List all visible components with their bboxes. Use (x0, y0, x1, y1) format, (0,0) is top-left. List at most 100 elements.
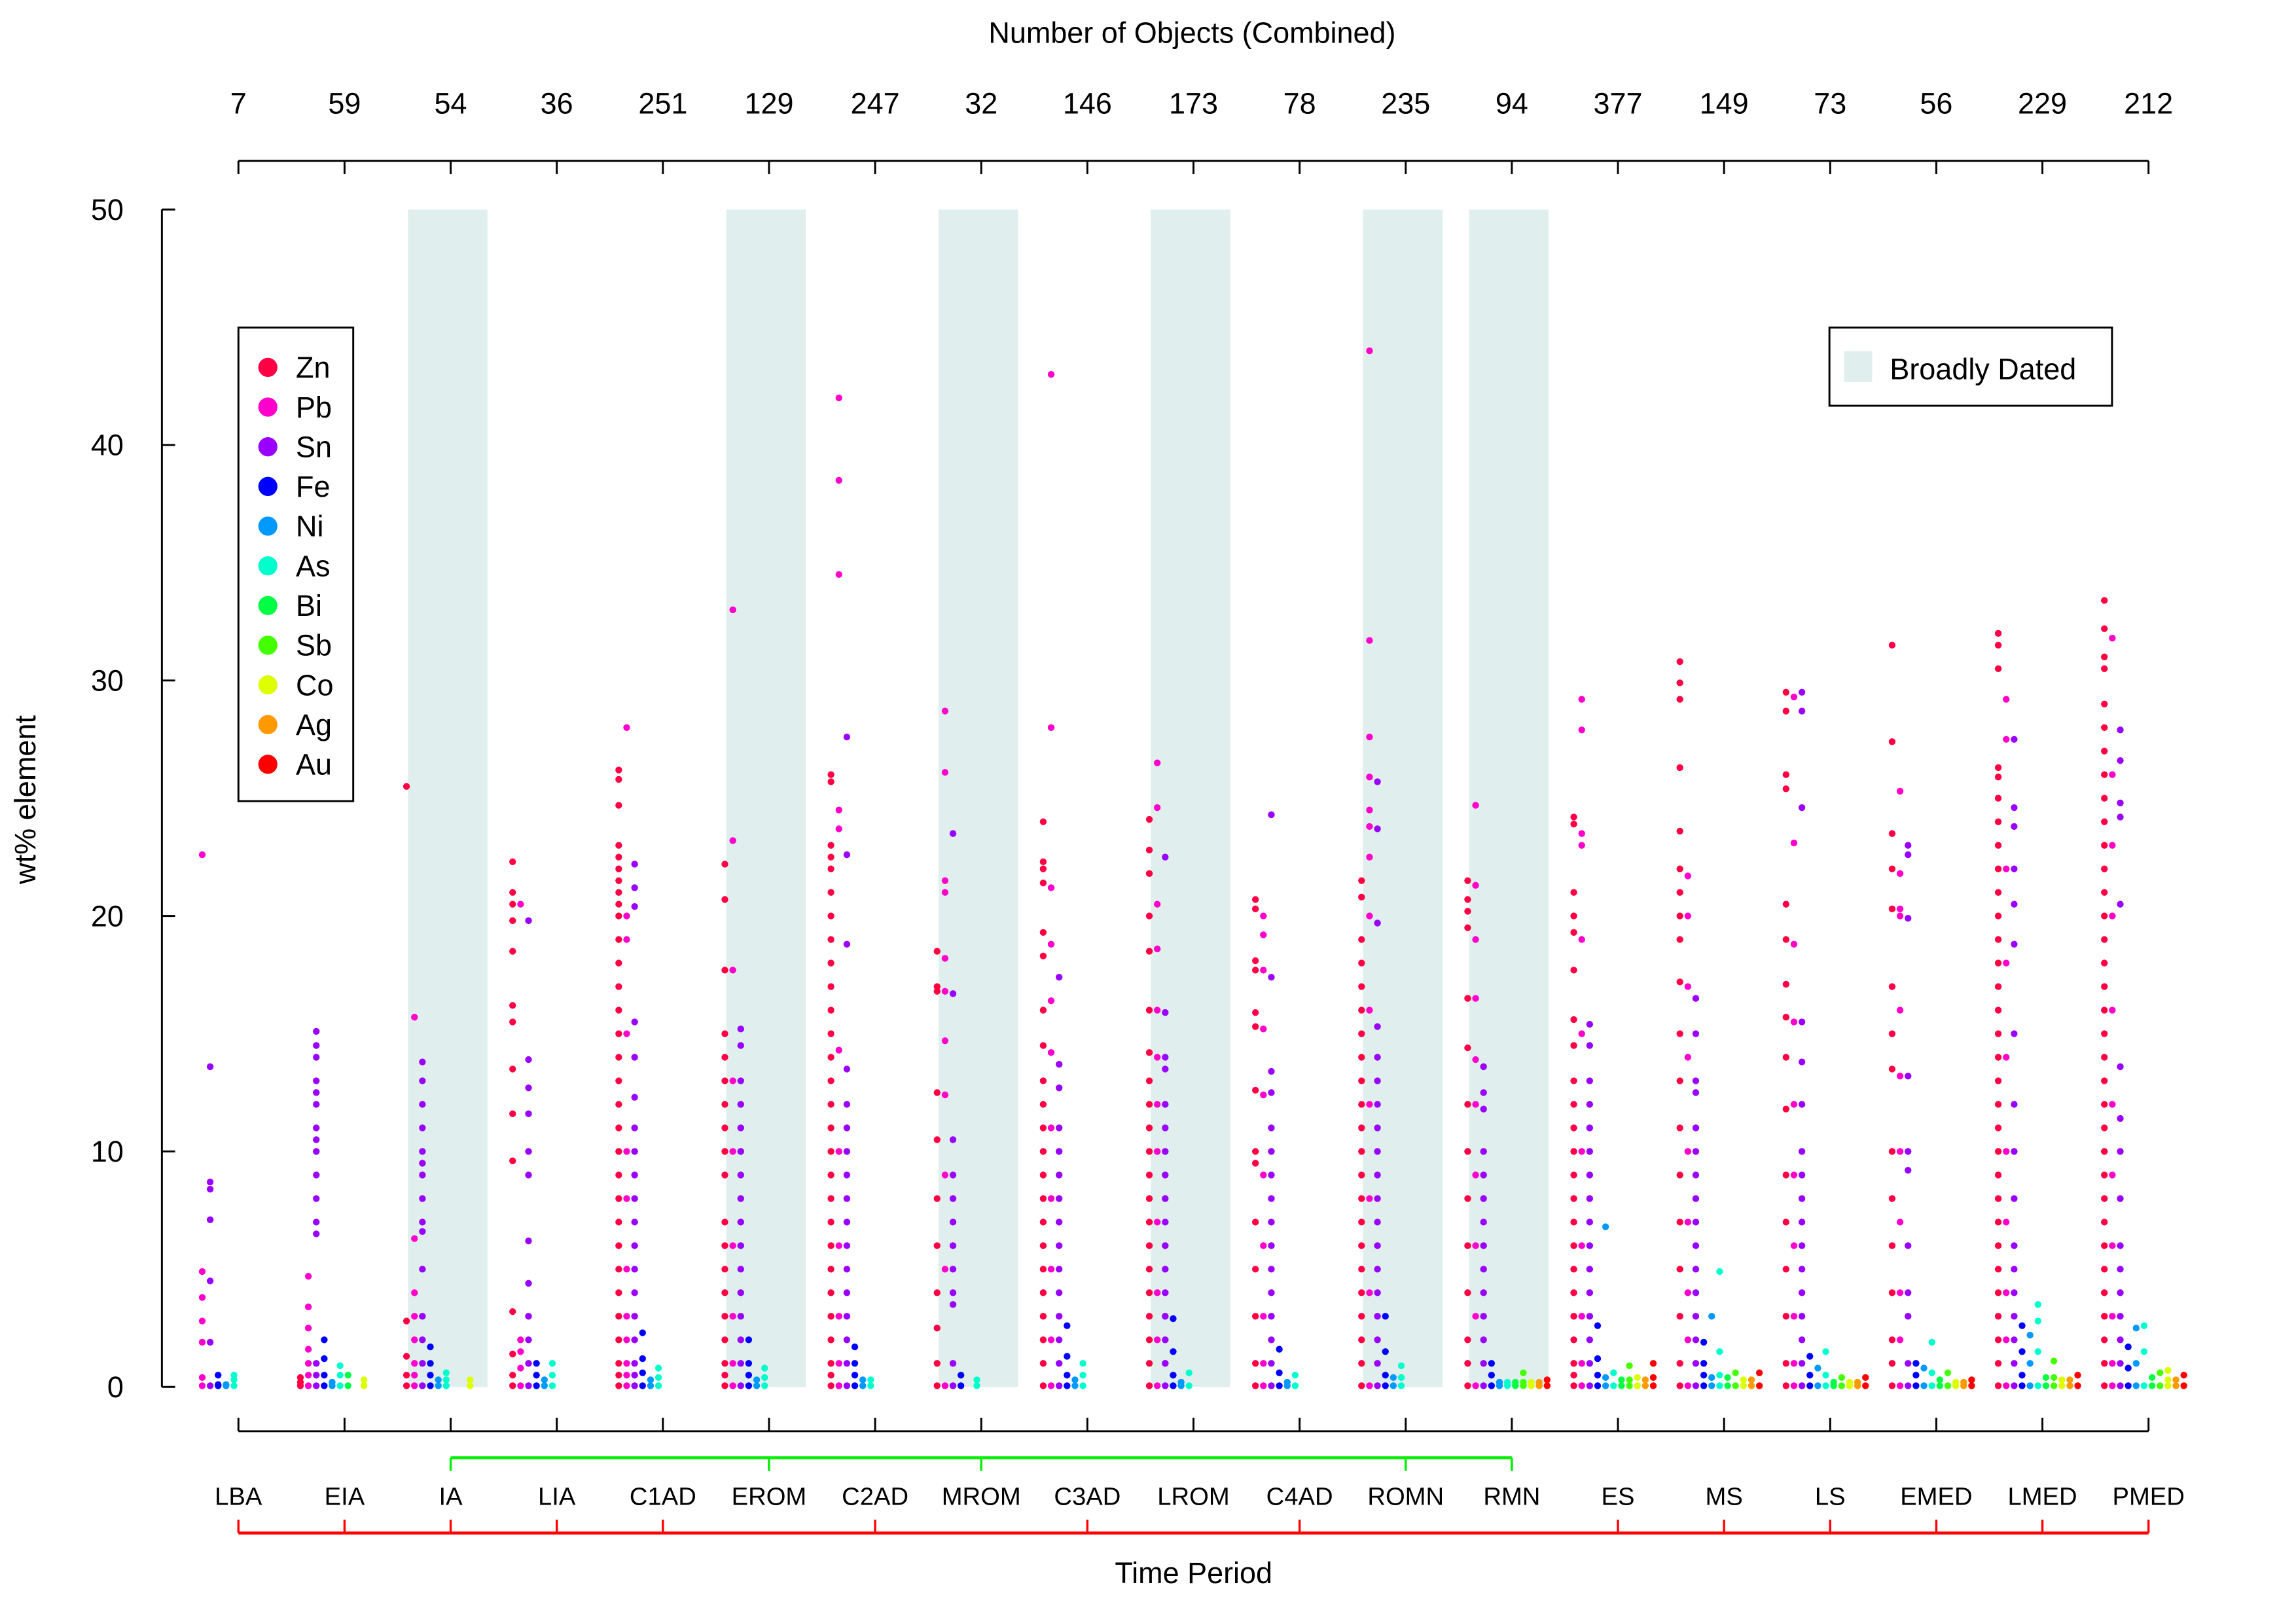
data-point-fe (1488, 1372, 1496, 1379)
data-point-pb (623, 1336, 630, 1344)
data-point-pb (623, 1372, 630, 1379)
data-point-bi (1936, 1382, 1943, 1389)
data-point-sn (737, 1382, 744, 1389)
data-point-zn (1676, 1124, 1683, 1132)
data-point-zn (1994, 1030, 2002, 1037)
data-point-pb (1153, 1054, 1161, 1061)
data-point-co (360, 1376, 368, 1383)
data-point-zn (1145, 1242, 1153, 1249)
data-point-sn (1056, 1084, 1063, 1092)
data-point-sn (1798, 707, 1806, 715)
data-point-zn (933, 1195, 941, 1202)
data-point-sn (1480, 1089, 1487, 1096)
data-point-bi (1830, 1382, 1837, 1389)
data-point-zn (827, 1360, 834, 1367)
data-point-ni (1814, 1382, 1821, 1389)
broadly-dated-legend-label: Broadly Dated (1890, 352, 2076, 385)
data-point-pb (1366, 733, 1373, 741)
data-point-sn (1056, 1242, 1063, 1249)
data-point-zn (933, 1289, 941, 1296)
data-point-sn (313, 1230, 320, 1238)
data-point-sn (737, 1219, 744, 1226)
data-point-sn (2011, 1360, 2018, 1367)
period-group-rmn (1464, 802, 1551, 1389)
data-point-zn (1782, 1054, 1789, 1061)
data-point-sn (1905, 1148, 1912, 1155)
data-point-pb (1578, 830, 1585, 837)
data-point-zn (2101, 912, 2108, 919)
data-point-fe (1594, 1382, 1602, 1389)
data-point-zn (1145, 1336, 1153, 1344)
data-point-as (1822, 1382, 1829, 1389)
data-point-co (1634, 1382, 1641, 1389)
data-point-as (2140, 1348, 2148, 1355)
data-point-zn (1464, 1101, 1471, 1108)
data-point-fe (639, 1369, 646, 1376)
data-point-pb (2109, 1313, 2116, 1320)
data-point-sn (206, 1185, 214, 1193)
data-point-bi (2042, 1374, 2050, 1382)
data-point-ni (2026, 1331, 2034, 1339)
data-point-fe (321, 1382, 328, 1389)
data-point-ag (2066, 1382, 2073, 1389)
data-point-zn (1570, 821, 1577, 828)
data-point-sn (843, 1195, 851, 1202)
data-point-pb (1260, 1091, 1267, 1099)
data-point-sn (1268, 973, 1275, 981)
data-point-zn (1676, 827, 1683, 835)
data-point-sb (1626, 1376, 1633, 1383)
data-point-pb (835, 476, 842, 484)
data-point-fe (427, 1343, 434, 1351)
data-point-fe (1170, 1382, 1177, 1389)
data-point-zn (403, 1372, 410, 1379)
data-point-zn (2101, 1101, 2108, 1108)
data-point-sn (1374, 778, 1381, 785)
data-point-sn (419, 1058, 426, 1065)
data-point-sn (1162, 1266, 1169, 1273)
data-point-sn (1692, 1382, 1700, 1389)
data-point-ni (859, 1382, 867, 1389)
data-point-pb (835, 1313, 842, 1320)
data-point-sn (1692, 1077, 1700, 1084)
data-point-zn (1358, 893, 1365, 901)
data-point-pb (1366, 1007, 1373, 1014)
data-point-sn (949, 1242, 957, 1249)
data-point-zn (2101, 842, 2108, 849)
data-point-sn (1586, 1219, 1594, 1226)
data-point-fe (1382, 1382, 1389, 1389)
data-point-zn (933, 1360, 941, 1367)
data-point-co (2164, 1382, 2172, 1389)
data-point-pb (2109, 1360, 2116, 1367)
data-point-zn (2101, 865, 2108, 872)
data-point-sn (313, 1101, 320, 1108)
data-point-zn (1782, 771, 1789, 778)
data-point-sn (1692, 1148, 1700, 1155)
data-point-zn (1888, 1360, 1896, 1367)
data-point-sb (2050, 1382, 2058, 1389)
data-point-sn (313, 1219, 320, 1226)
data-point-pb (1260, 912, 1267, 919)
data-point-pb (1047, 1336, 1055, 1344)
data-point-as (336, 1372, 344, 1379)
legend-label: Sb (296, 629, 332, 662)
data-point-zn (1888, 1382, 1896, 1389)
data-point-zn (1358, 1336, 1365, 1344)
data-point-co (2164, 1376, 2172, 1383)
data-point-as (1397, 1382, 1405, 1389)
data-point-zn (1570, 967, 1577, 974)
data-point-zn (1782, 707, 1789, 715)
data-point-sn (2117, 1360, 2124, 1367)
data-point-sn (843, 1289, 851, 1296)
data-point-pb (1578, 1148, 1585, 1155)
data-point-zn (615, 1313, 622, 1320)
data-point-sn (206, 1179, 214, 1186)
data-point-sn (419, 1077, 426, 1084)
data-point-sn (1056, 1266, 1063, 1273)
data-point-ni (859, 1376, 867, 1383)
data-point-zn (2101, 1195, 2108, 1202)
period-group-romn (1358, 347, 1405, 1389)
data-point-zn (721, 1372, 728, 1379)
data-point-ni (1920, 1364, 1928, 1372)
data-point-pb (1790, 1313, 1798, 1320)
data-point-as (2140, 1382, 2148, 1389)
